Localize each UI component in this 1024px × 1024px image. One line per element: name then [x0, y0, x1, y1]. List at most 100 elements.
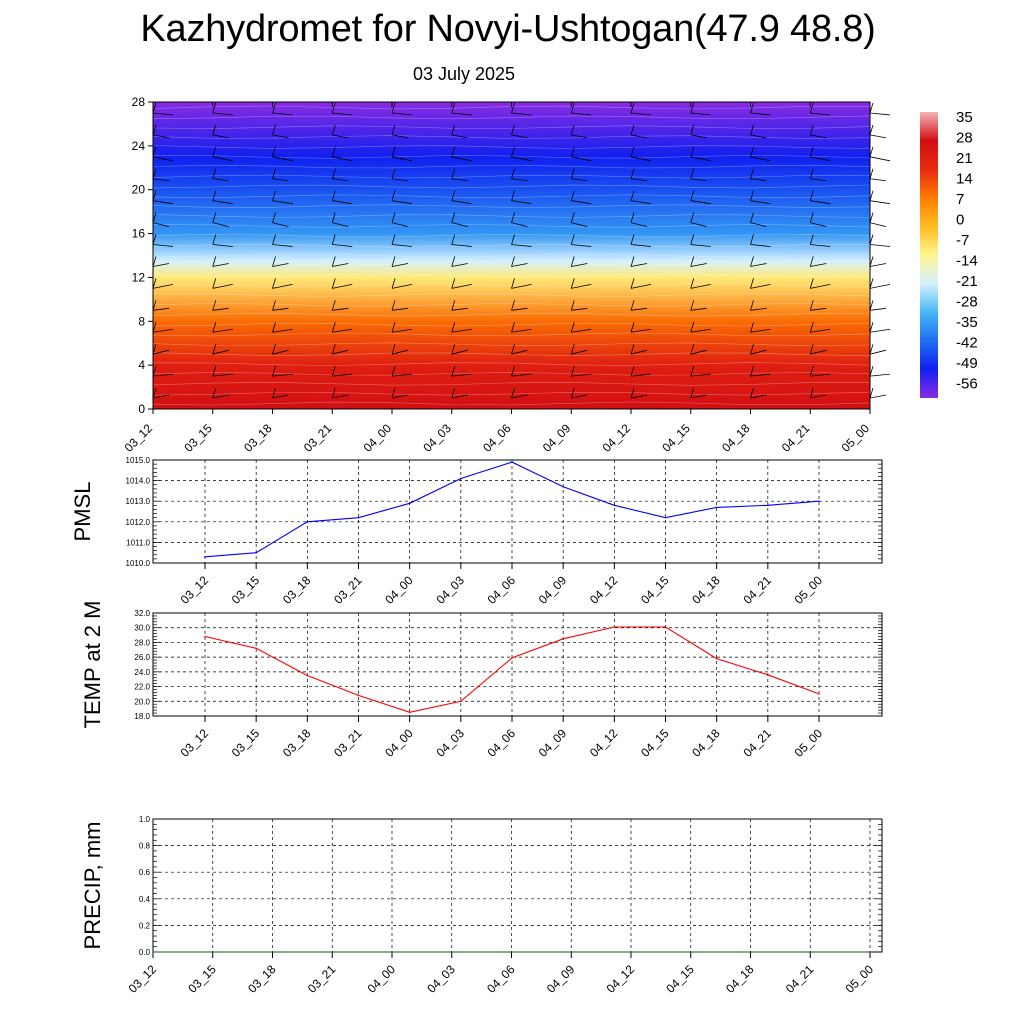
wind-barb [152, 328, 174, 333]
wind-barb-flag [750, 387, 754, 399]
wind-barb-flag [272, 168, 276, 179]
data-point [211, 951, 214, 953]
data-point [562, 637, 564, 640]
wind-barb [869, 263, 887, 267]
wind-barb [391, 373, 413, 377]
data-point [331, 951, 334, 953]
x-tick-label: 04_12 [600, 421, 634, 455]
wind-barb [451, 263, 468, 267]
wind-barb [750, 112, 771, 116]
y-tick-label: 1015.0 [126, 456, 151, 465]
wind-barb [272, 244, 293, 247]
wind-barb-flag [809, 365, 814, 377]
wind-barb [451, 112, 472, 116]
x-tick-label: 03_12 [178, 726, 212, 760]
wind-barb [630, 178, 648, 182]
wind-barb [332, 263, 349, 267]
wind-barb [571, 349, 588, 355]
wind-barb [810, 200, 831, 205]
wind-barb-flag [570, 168, 575, 179]
wind-barb [630, 156, 652, 162]
wind-barb [690, 349, 707, 355]
wind-barb-flag [331, 190, 336, 201]
wind-barb-flag [511, 300, 515, 311]
wind-barb [391, 328, 413, 333]
wind-barb-flag [272, 124, 276, 136]
data-point [204, 556, 206, 558]
wind-barb-flag [331, 146, 336, 157]
wind-barb [152, 349, 170, 355]
colorbar-label: 7 [956, 191, 964, 208]
isotherm-line [152, 253, 871, 258]
x-tick-label: 04_12 [587, 573, 621, 607]
wind-barb [869, 328, 891, 333]
wind-barb [571, 112, 592, 116]
wind-barb-flag [391, 102, 396, 114]
wind-barb-flag [630, 322, 635, 333]
wind-barb-flag [630, 102, 635, 114]
wind-barb-flag [630, 344, 635, 355]
wind-barb-flag [451, 278, 456, 289]
wind-barb-flag [750, 300, 754, 311]
wind-barb-flag [331, 387, 336, 399]
wind-barb-flag [809, 387, 814, 399]
isotherm-line [152, 283, 871, 287]
colorbar-label: 0 [956, 212, 964, 229]
wind-barb-flag [451, 300, 456, 311]
wind-barb-flag [391, 234, 396, 245]
wind-barb-flag [391, 278, 396, 289]
wind-barb [690, 263, 707, 267]
data-point [749, 951, 752, 953]
wind-barb [332, 222, 349, 227]
wind-barb [690, 244, 711, 247]
wind-barb [332, 200, 353, 205]
x-tick-label: 04_00 [382, 573, 416, 607]
wind-barb [272, 156, 293, 162]
data-point [809, 951, 812, 953]
wind-barb [212, 222, 229, 227]
wind-barb-flag [272, 190, 276, 201]
wind-barb [511, 134, 528, 139]
y-tick-label: 1012.0 [126, 518, 151, 527]
wind-barb-flag [511, 365, 515, 377]
wind-barb [152, 134, 170, 139]
wind-barb-flag [451, 365, 456, 377]
wind-barb [750, 156, 771, 162]
wind-barb [690, 200, 711, 205]
wind-barb [750, 244, 771, 247]
x-tick-label: 05_00 [792, 573, 826, 607]
x-tick-label: 04_15 [659, 421, 693, 455]
wind-barb [869, 373, 891, 377]
wind-barb [332, 244, 353, 247]
x-tick-label: 04_03 [420, 421, 454, 455]
wind-barb [869, 284, 891, 289]
wind-barb [152, 394, 170, 399]
data-point [510, 951, 513, 953]
wind-barb-flag [690, 387, 695, 399]
wind-barb [630, 222, 648, 227]
wind-barb-flag [391, 168, 396, 179]
wind-barb [690, 373, 711, 377]
wind-barb-flag [212, 102, 217, 114]
wind-barb-flag [391, 256, 396, 267]
wind-barb-flag [511, 256, 515, 267]
wind-barb [810, 307, 827, 311]
wind-barb-flag [690, 190, 695, 201]
wind-barb-flag [272, 102, 276, 114]
wind-barb [571, 263, 588, 267]
data-point [689, 951, 692, 953]
wind-barb [630, 328, 652, 333]
wind-barb [152, 373, 174, 377]
y-axis-label: TEMP at 2 M [80, 601, 105, 729]
isotherm-line [152, 391, 871, 396]
wind-barb-flag [570, 300, 575, 311]
wind-barb [212, 178, 229, 182]
wind-barb-flag [750, 190, 754, 201]
wind-barb [571, 156, 592, 162]
x-tick-label: 04_03 [424, 962, 458, 996]
wind-barb [571, 200, 592, 205]
wind-barb [212, 284, 233, 289]
wind-barb-flag [212, 300, 217, 311]
wind-barb-flag [451, 322, 456, 333]
